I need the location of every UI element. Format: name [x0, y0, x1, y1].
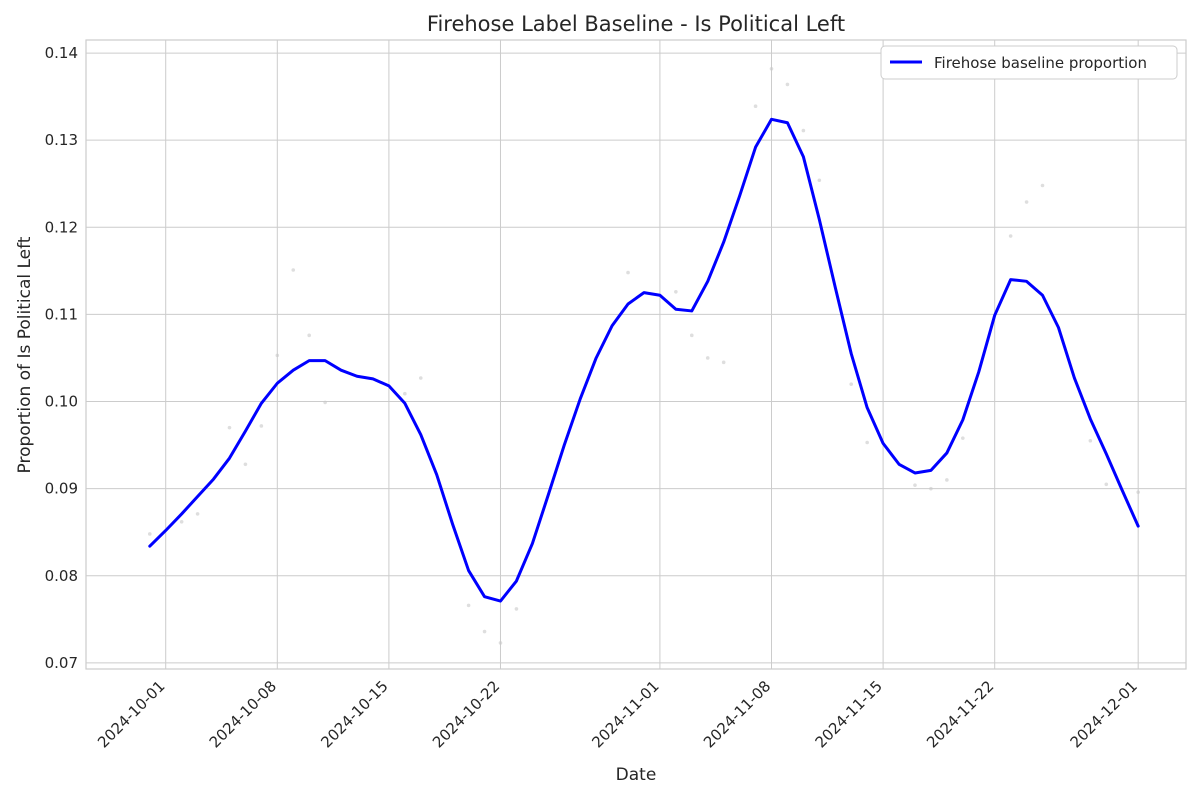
scatter-point [195, 512, 200, 516]
scatter-point [674, 289, 678, 294]
scatter-point [227, 425, 232, 430]
scatter-point [1088, 438, 1093, 443]
scatter-point [1040, 183, 1045, 188]
scatter-point [514, 607, 519, 611]
scatter-point [913, 483, 917, 487]
y-axis-label: Proportion of Is Political Left [15, 236, 35, 473]
plot-frame [85, 39, 1187, 670]
legend-label: Firehose baseline proportion [934, 54, 1147, 72]
scatter-points [147, 66, 1140, 645]
y-tick-label: 0.14 [45, 44, 78, 62]
scatter-point [1136, 490, 1140, 494]
scatter-point [785, 82, 790, 87]
scatter-point [403, 391, 407, 396]
scatter-point [1024, 200, 1029, 204]
scatter-point [307, 333, 311, 338]
scatter-point [418, 376, 423, 380]
legend: Firehose baseline proportion [880, 45, 1178, 80]
y-tick-label: 0.07 [45, 654, 78, 672]
y-tick-label: 0.13 [45, 131, 78, 149]
scatter-point [945, 478, 949, 482]
x-axis-label: Date [616, 765, 657, 785]
scatter-point [705, 356, 710, 360]
series-lines [148, 117, 1140, 603]
y-tick-label: 0.10 [45, 393, 78, 411]
scatter-point [259, 424, 264, 428]
scatter-point [865, 440, 869, 445]
scatter-point [147, 532, 152, 536]
scatter-point [1008, 234, 1013, 238]
scatter-point [769, 66, 774, 71]
scatter-point [179, 519, 184, 524]
scatter-point [291, 268, 296, 272]
series-line [148, 117, 1140, 603]
scatter-point [482, 629, 487, 634]
scatter-point [961, 436, 965, 440]
scatter-point [243, 462, 248, 467]
scatter-point [721, 360, 726, 365]
scatter-point [275, 353, 280, 358]
scatter-point [849, 382, 854, 386]
y-tick-label: 0.08 [45, 567, 78, 585]
y-tick-labels: 0.07 0.08 0.09 0.10 0.11 0.12 0.13 0.14 [45, 44, 78, 672]
scatter-point [817, 178, 822, 183]
chart-title: Firehose Label Baseline - Is Political L… [427, 12, 845, 36]
y-tick-label: 0.09 [45, 480, 78, 498]
y-tick-label: 0.11 [45, 305, 78, 323]
scatter-point [626, 270, 630, 275]
scatter-point [801, 128, 806, 133]
legend-box [880, 45, 1178, 80]
scatter-point [498, 641, 503, 645]
scatter-point [323, 400, 327, 405]
scatter-point [1104, 482, 1109, 487]
scatter-point [753, 104, 758, 109]
scatter-point [689, 333, 694, 338]
scatter-point [466, 603, 471, 608]
scatter-point [929, 486, 933, 491]
grid [86, 40, 1186, 669]
y-tick-label: 0.12 [45, 218, 78, 236]
